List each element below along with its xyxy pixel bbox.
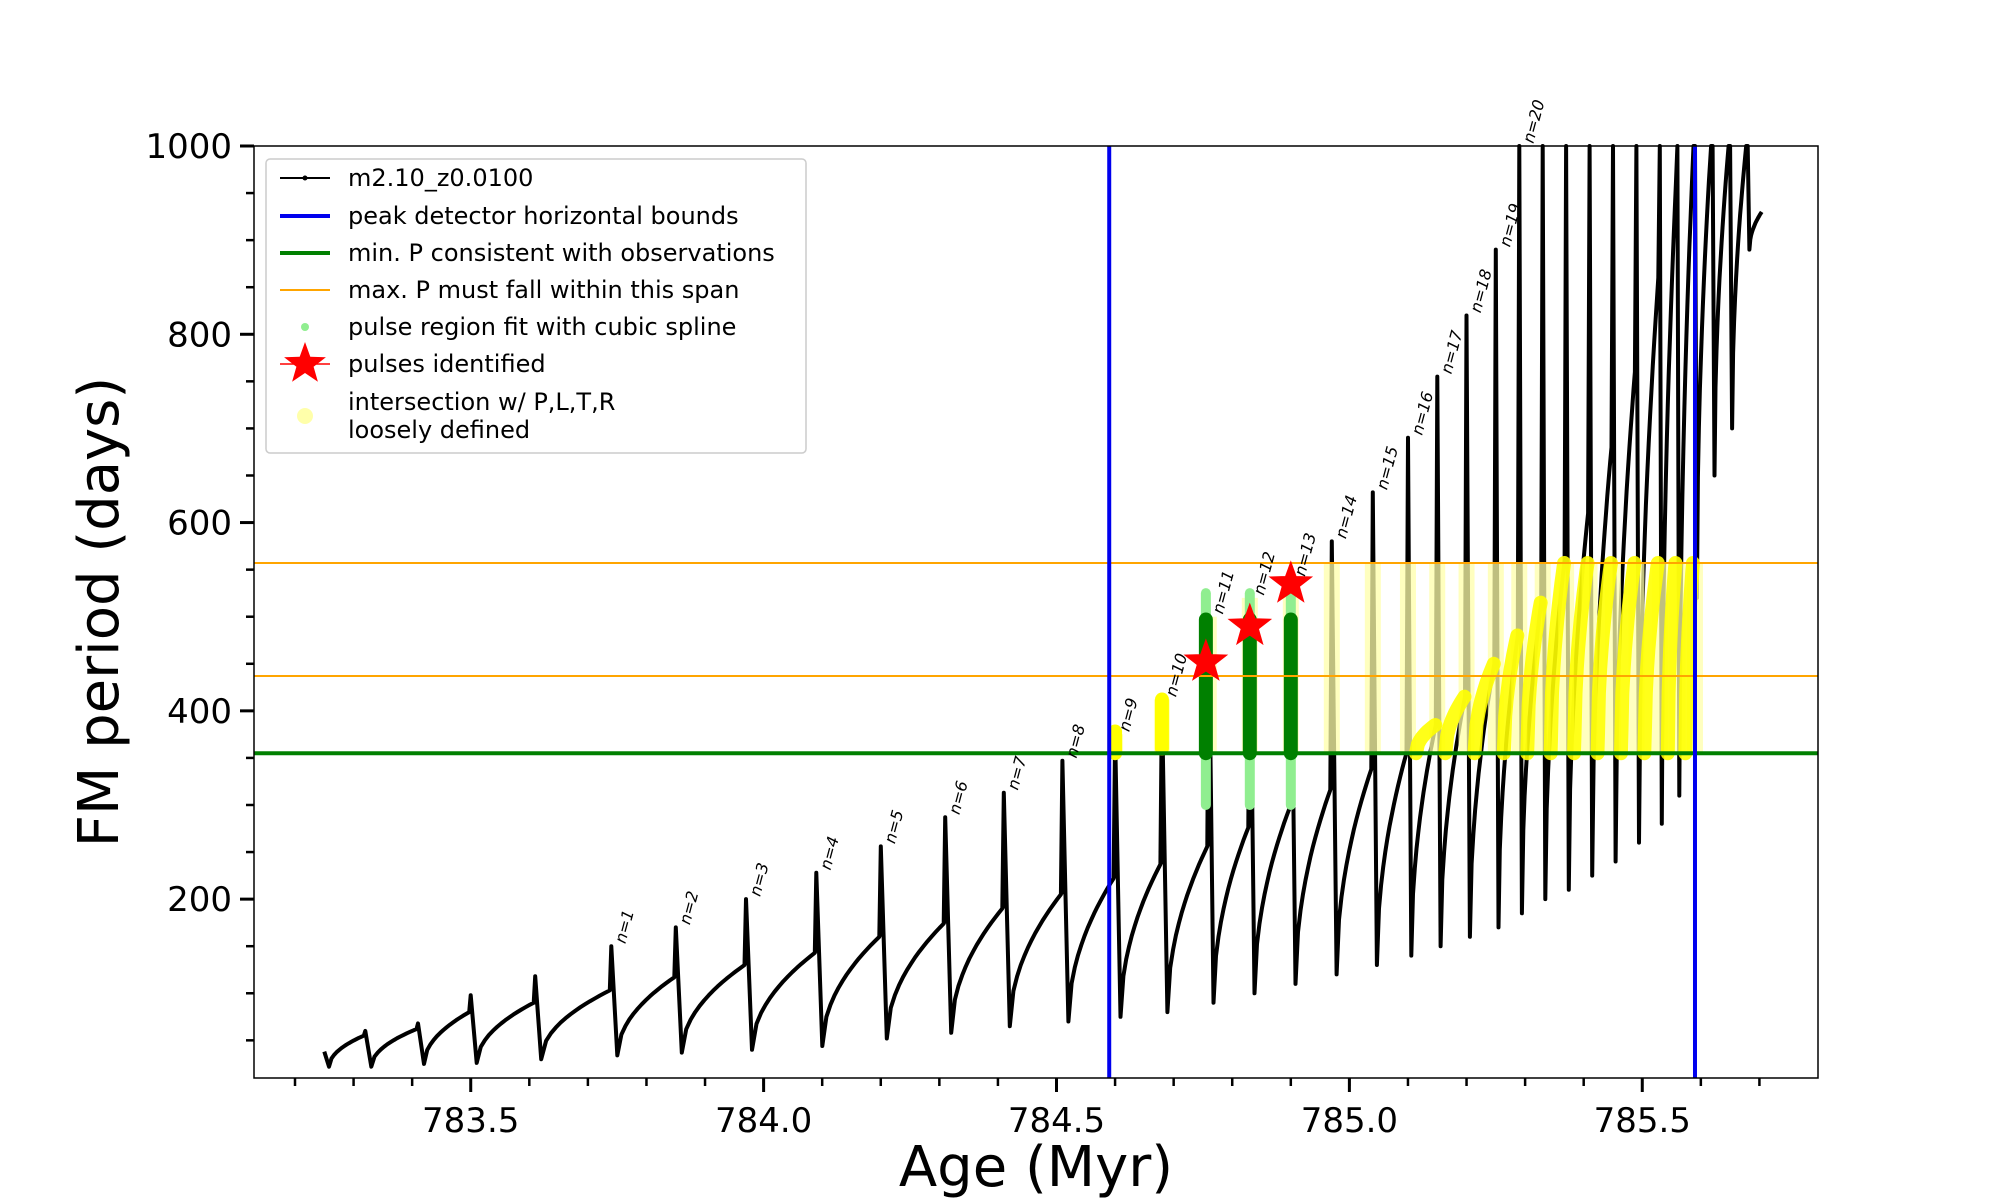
legend-label: max. P must fall within this span bbox=[348, 276, 739, 304]
intersection-band bbox=[1323, 563, 1340, 754]
legend-label: min. P consistent with observations bbox=[348, 239, 775, 267]
x-tick-label: 783.5 bbox=[422, 1101, 519, 1141]
intersection-arc bbox=[1467, 656, 1501, 761]
y-tick-label: 1000 bbox=[145, 127, 232, 167]
y-tick-label: 600 bbox=[167, 504, 232, 544]
legend-label: intersection w/ P,L,T,R bbox=[348, 388, 615, 416]
intersection-band bbox=[1399, 563, 1416, 754]
plot-frame bbox=[253, 145, 1819, 1079]
y-tick-label: 800 bbox=[167, 315, 232, 355]
x-axis-title: Age (Myr) bbox=[899, 1135, 1173, 1200]
y-tick-label: 200 bbox=[167, 880, 232, 920]
intersection-arc bbox=[1496, 628, 1525, 761]
x-tick-label: 785.5 bbox=[1594, 1101, 1691, 1141]
intersection-arc bbox=[1409, 718, 1443, 761]
legend-marker-yellow bbox=[297, 408, 313, 424]
intersection-band bbox=[1429, 563, 1446, 754]
y-tick-label: 400 bbox=[167, 692, 232, 732]
legend-label: m2.10_z0.0100 bbox=[348, 164, 533, 192]
intersection-arc bbox=[1520, 595, 1548, 761]
legend-marker-spline bbox=[301, 323, 309, 331]
x-tick-label: 784.5 bbox=[1008, 1101, 1105, 1141]
identified-pulse-star bbox=[1268, 560, 1314, 603]
legend-marker-track bbox=[302, 175, 308, 181]
x-tick-label: 785.0 bbox=[1301, 1101, 1398, 1141]
intersection-band bbox=[1364, 563, 1381, 754]
legend-label: loosely defined bbox=[348, 416, 530, 444]
identified-pulse-star bbox=[1227, 602, 1273, 646]
intersection-arc bbox=[1438, 689, 1472, 761]
legend-marker-star bbox=[284, 342, 326, 382]
identified-pulse-star bbox=[1183, 638, 1229, 681]
y-axis-title: FM period (days) bbox=[67, 377, 132, 847]
x-tick-label: 784.0 bbox=[715, 1101, 812, 1141]
intersection-arc bbox=[1660, 556, 1683, 761]
legend-label: peak detector horizontal bounds bbox=[348, 202, 739, 230]
legend-box bbox=[265, 158, 807, 454]
axes: Age (Myr) FM period (days) 783.5 784.0 784… bbox=[67, 127, 1819, 1200]
legend-label: pulse region fit with cubic spline bbox=[348, 313, 736, 341]
legend-label: pulses identified bbox=[348, 350, 546, 378]
intersection-arc bbox=[1678, 556, 1700, 761]
pulse-label: n=20 bbox=[1519, 98, 1549, 145]
